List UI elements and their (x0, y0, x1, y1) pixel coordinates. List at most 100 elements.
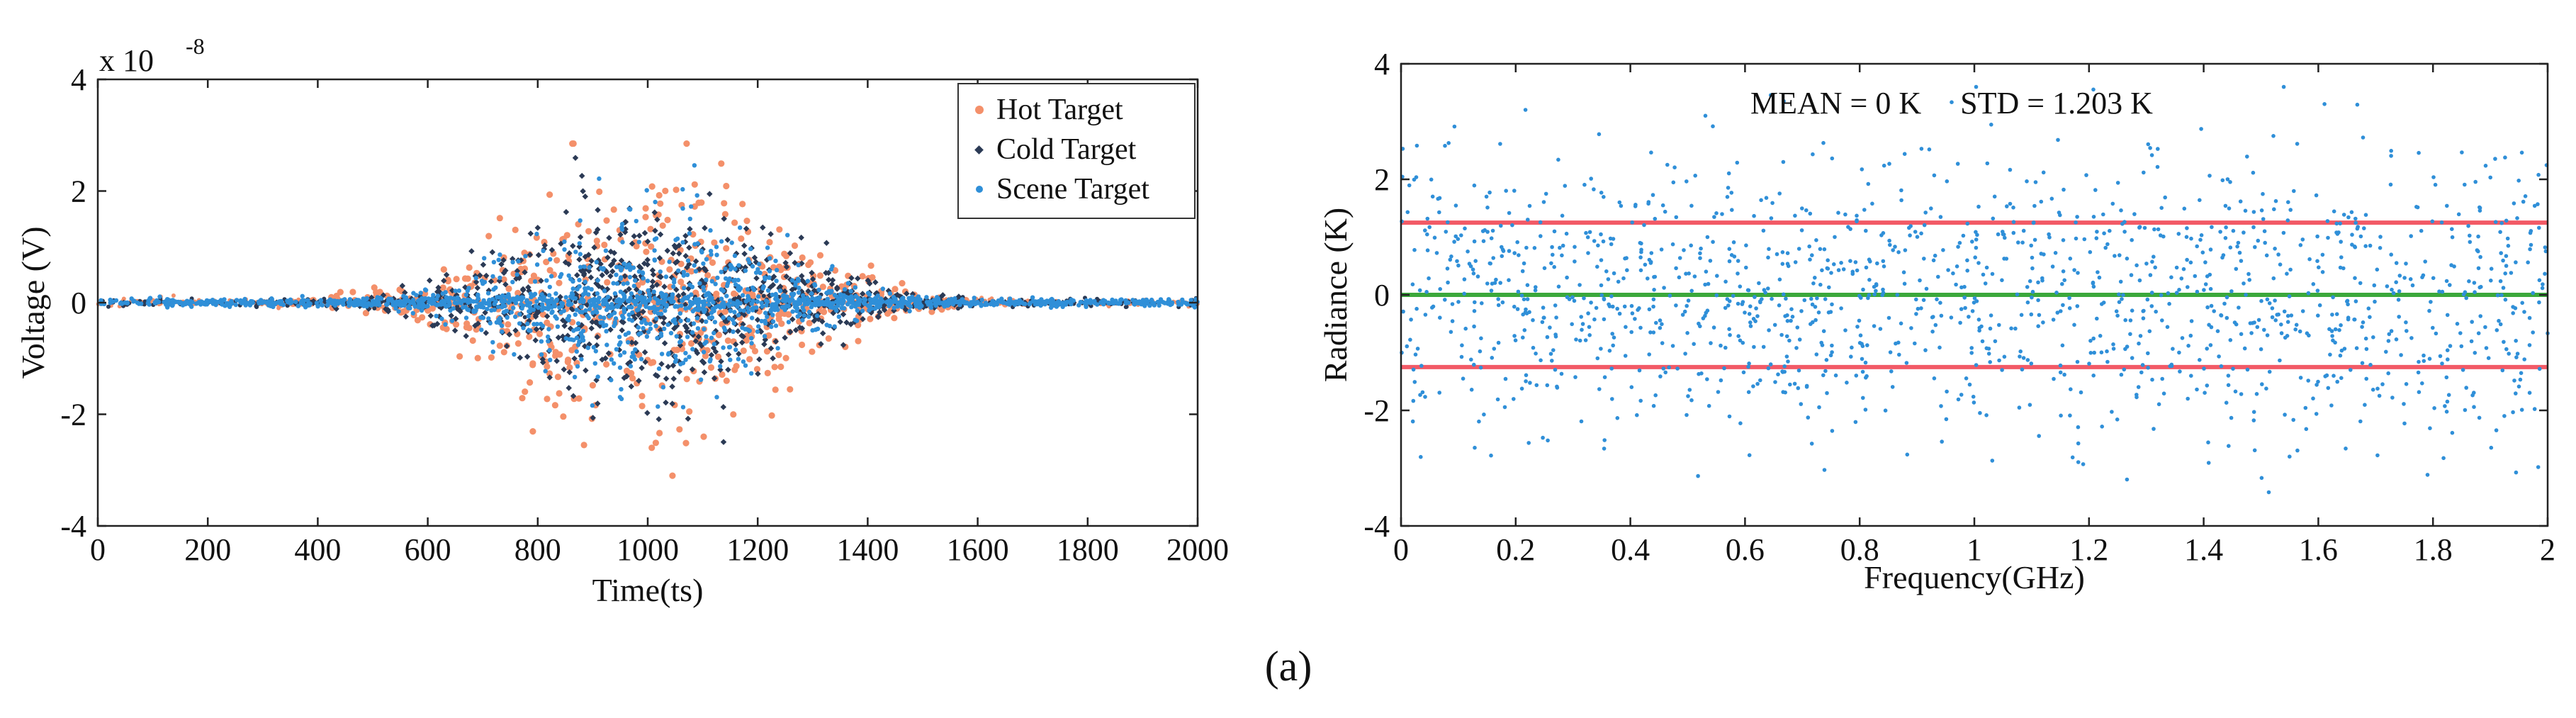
left-point-baseline (490, 296, 495, 302)
left-point (826, 276, 832, 283)
right-point (1779, 332, 1784, 337)
left-point (636, 240, 641, 245)
left-point (556, 390, 563, 397)
right-point (1425, 216, 1430, 221)
right-point (1411, 398, 1416, 403)
right-point (2499, 293, 2504, 298)
left-point (583, 279, 587, 284)
right-point (2058, 370, 2063, 375)
right-point (2479, 284, 2483, 289)
right-point (1456, 263, 1461, 268)
left-point (683, 351, 688, 356)
left-point (646, 330, 651, 335)
left-point (767, 345, 775, 352)
right-point (1973, 255, 1977, 260)
right-point (2360, 361, 2365, 365)
right-point (2096, 270, 2100, 274)
left-point (574, 327, 579, 332)
left-point (759, 301, 764, 305)
right-point (2295, 142, 2300, 146)
left-point (618, 353, 623, 358)
right-point (1860, 342, 1864, 346)
right-point (1841, 267, 1846, 271)
right-point (2219, 364, 2224, 369)
right-point (1558, 245, 1562, 250)
left-point (465, 297, 470, 302)
left-point (782, 335, 788, 341)
left-point (496, 342, 503, 349)
left-point (649, 279, 656, 285)
left-point (673, 354, 678, 359)
left-point (845, 281, 851, 286)
left-point (543, 369, 548, 374)
left-point (414, 317, 422, 324)
right-point (2341, 266, 2346, 271)
right-point (1748, 304, 1753, 309)
right-point (1515, 240, 1519, 245)
right-point (2246, 271, 2251, 276)
right-point (2092, 350, 2096, 355)
left-point (577, 339, 582, 344)
left-point (624, 369, 631, 376)
left-point (690, 330, 695, 335)
left-point (461, 275, 469, 282)
right-point (2264, 253, 2269, 258)
right-point (1810, 253, 1814, 257)
left-point (268, 301, 273, 305)
left-point (596, 188, 603, 196)
left-point-baseline (1064, 300, 1069, 305)
left-point-baseline (651, 289, 656, 294)
left-point (658, 333, 664, 338)
left-point (539, 352, 544, 357)
right-point (1719, 378, 1723, 383)
right-point (2058, 213, 2062, 218)
right-point (1738, 338, 1743, 343)
right-point (2409, 336, 2414, 340)
left-point-baseline (583, 308, 588, 313)
right-point (2105, 242, 2110, 247)
left-point (598, 315, 603, 320)
right-point (2493, 157, 2497, 161)
right-point (1582, 182, 1587, 187)
right-point (1704, 310, 1709, 315)
right-point (2252, 448, 2257, 453)
right-point (1810, 302, 1815, 307)
left-point-baseline (643, 301, 648, 306)
left-point (714, 252, 719, 257)
left-point (609, 357, 614, 362)
left-point (533, 234, 540, 241)
left-point (636, 232, 643, 239)
left-legend: Hot Target Cold Target Scene Target (957, 83, 1196, 219)
left-point (877, 309, 883, 315)
left-point (592, 319, 599, 326)
right-point (1865, 343, 1869, 347)
right-point (1479, 336, 1483, 341)
right-point (1990, 271, 1995, 276)
left-point (502, 281, 509, 288)
left-point (813, 297, 818, 302)
right-point (1800, 206, 1804, 211)
right-point (2103, 245, 2108, 250)
left-point (612, 321, 618, 326)
right-point (1417, 288, 1422, 293)
left-point (656, 311, 660, 316)
left-point (583, 286, 587, 291)
left-point (648, 243, 655, 250)
right-point (1793, 260, 1798, 264)
right-point (1708, 259, 1713, 263)
right-point (2218, 230, 2222, 234)
right-point (2091, 280, 2096, 285)
left-point (860, 315, 866, 322)
left-point-baseline (1132, 301, 1137, 307)
left-point (403, 313, 409, 320)
left-point (514, 340, 522, 347)
right-point (2503, 298, 2508, 302)
right-point (2153, 265, 2157, 270)
right-point (1639, 249, 1643, 254)
left-point (682, 232, 689, 239)
left-point (604, 322, 609, 327)
right-point (1630, 220, 1634, 225)
right-point (2478, 314, 2482, 318)
right-point (1418, 393, 1422, 397)
right-point (2390, 396, 2395, 400)
